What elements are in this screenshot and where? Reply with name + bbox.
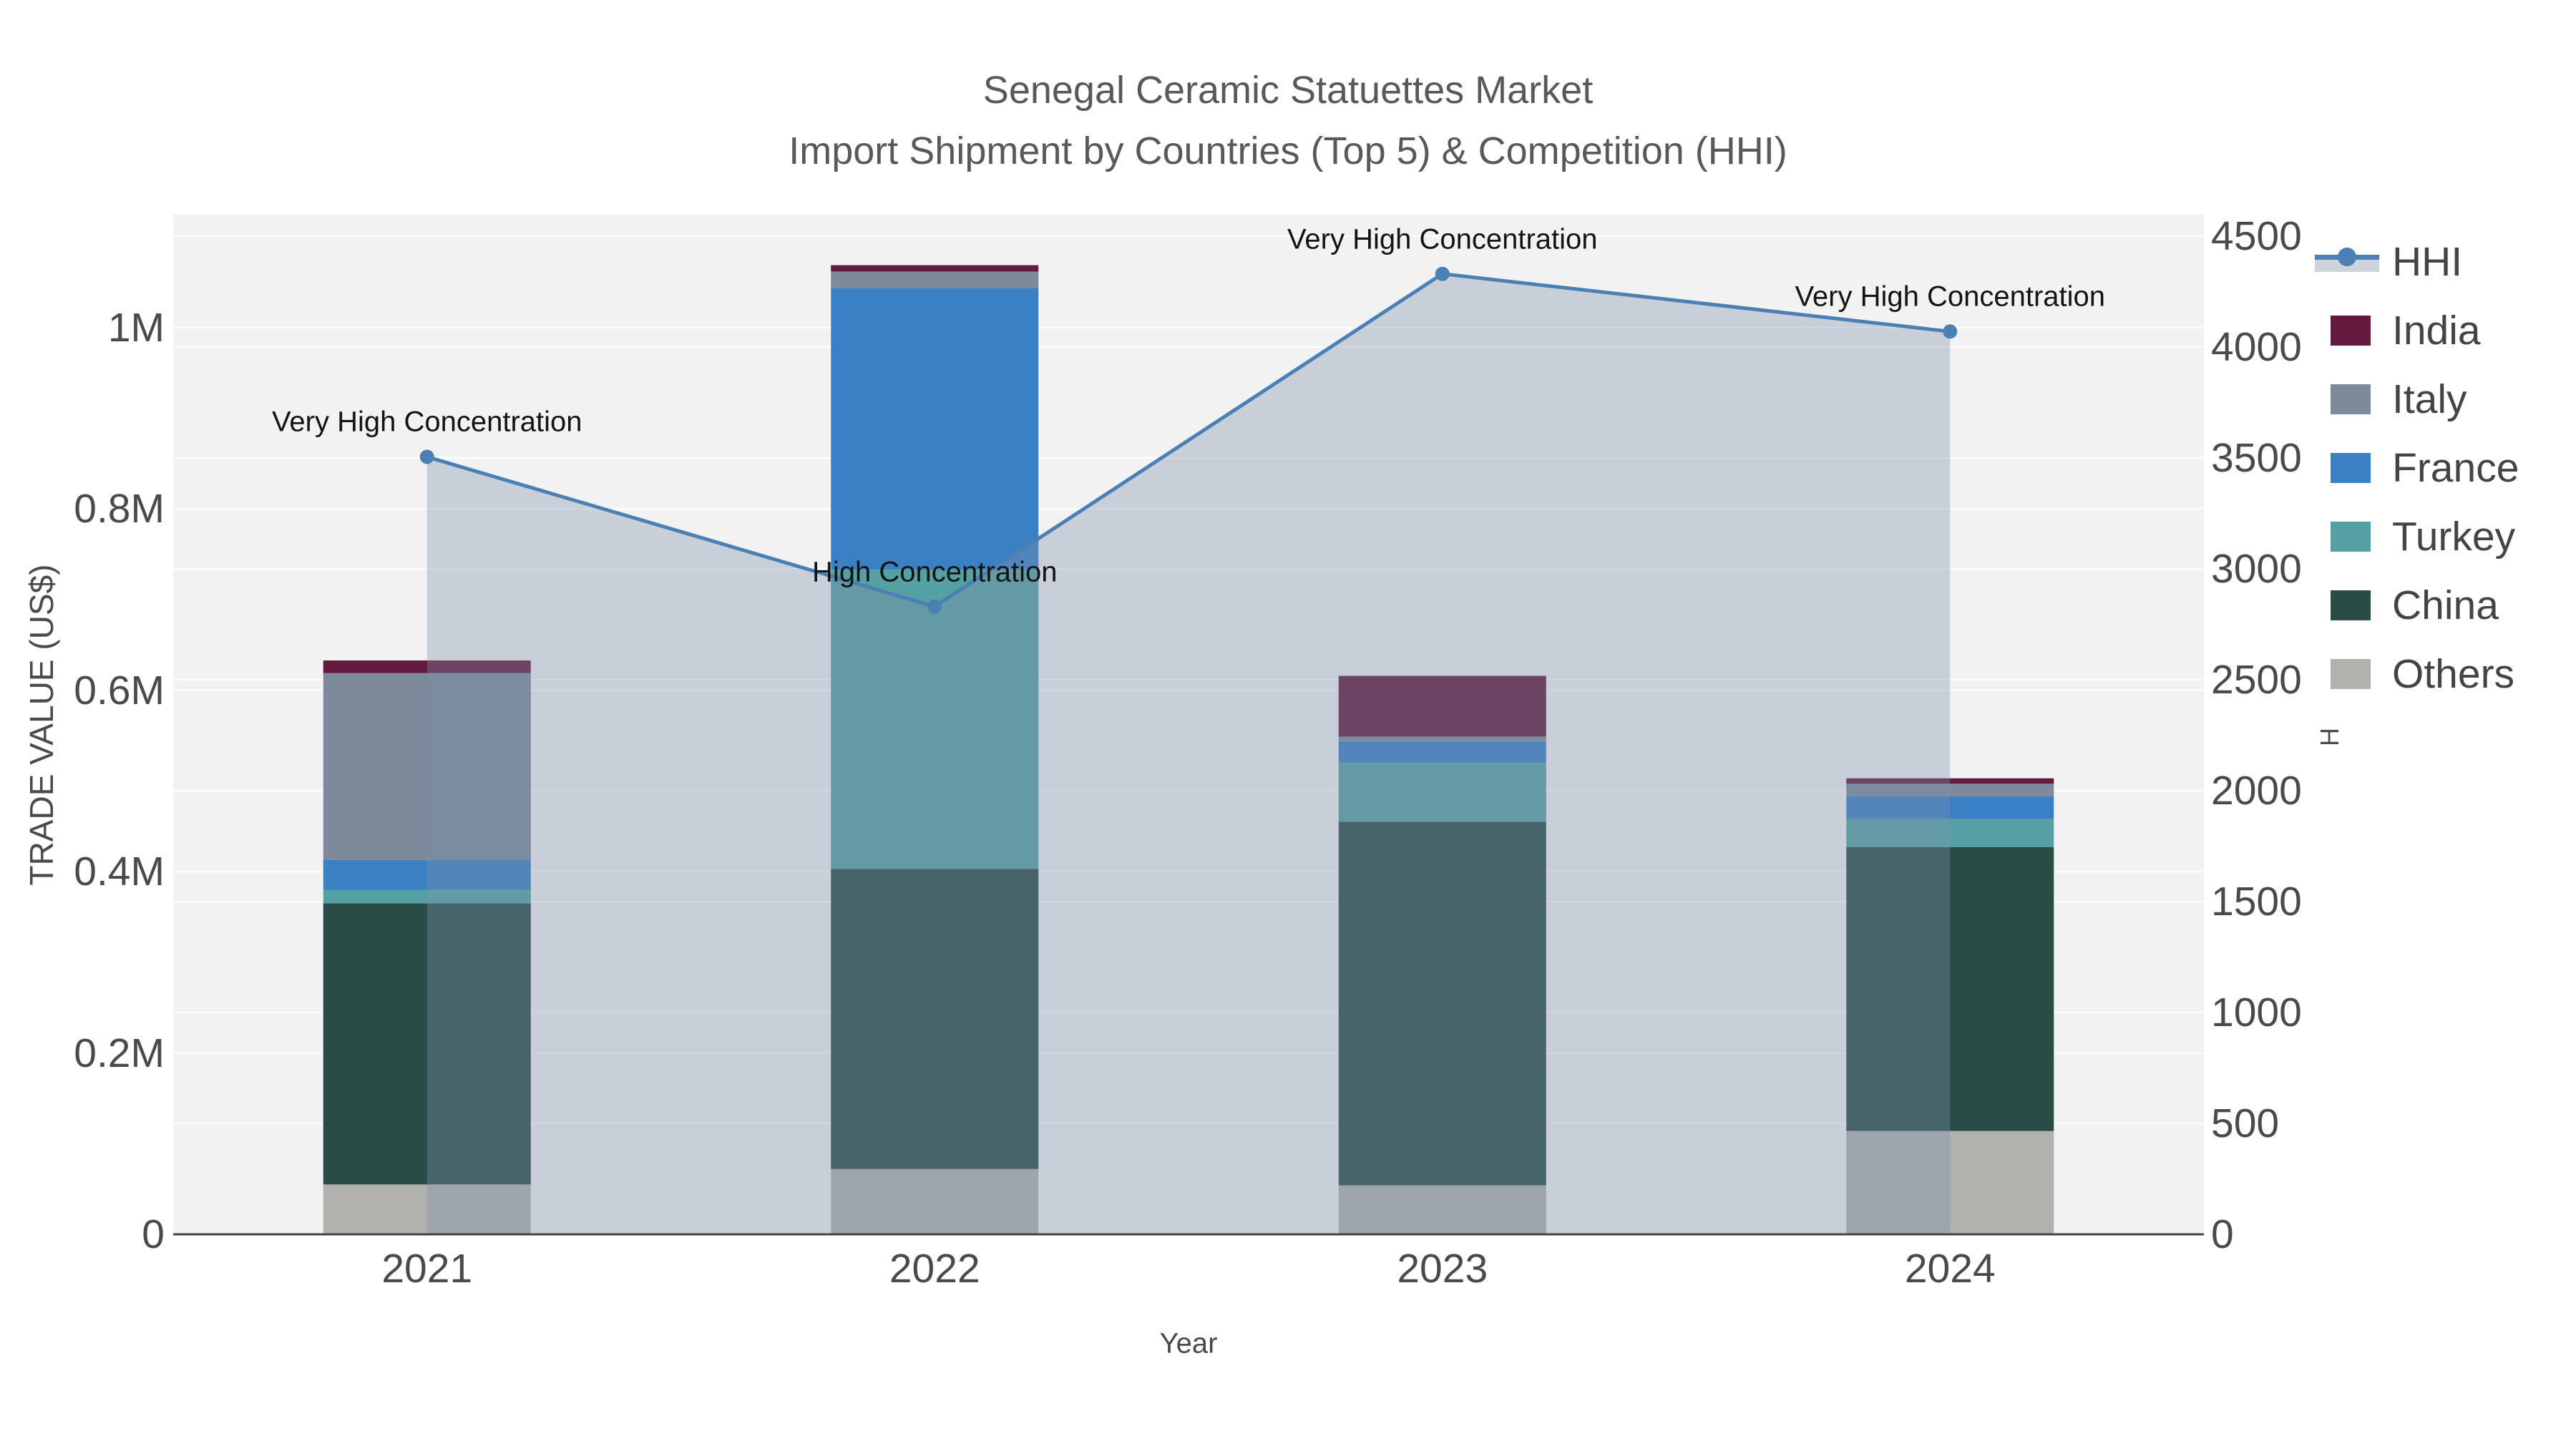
y-left-tick-0.8M: 0.8M bbox=[74, 486, 165, 532]
bar-segment-france-2022 bbox=[831, 288, 1039, 570]
bar-segment-turkey-2023 bbox=[1338, 763, 1546, 822]
legend-item-others[interactable]: Others bbox=[2306, 640, 2576, 708]
bar-segment-china-2021 bbox=[323, 903, 531, 1185]
legend-label-hhi: HHI bbox=[2392, 239, 2463, 285]
legend-item-france[interactable]: France bbox=[2306, 434, 2576, 502]
y-right-tick-500: 500 bbox=[2211, 1101, 2280, 1146]
bar-segment-others-2024 bbox=[1846, 1131, 2054, 1234]
x-tick-2022: 2022 bbox=[889, 1246, 980, 1292]
y-right-tick-3000: 3000 bbox=[2211, 546, 2302, 592]
annotation-2022: High Concentration bbox=[812, 556, 1058, 588]
legend-item-india[interactable]: India bbox=[2306, 296, 2576, 365]
y-left-tick-0.4M: 0.4M bbox=[74, 849, 165, 895]
x-tick-2024: 2024 bbox=[1904, 1246, 1996, 1292]
x-tick-2023: 2023 bbox=[1397, 1246, 1488, 1292]
legend-label-france: France bbox=[2392, 445, 2519, 491]
bar-segment-india-2022 bbox=[831, 265, 1039, 272]
bars-group bbox=[323, 265, 2054, 1234]
legend: HHI India Italy France Turkey China Others bbox=[2306, 215, 2576, 728]
legend-label-turkey: Turkey bbox=[2392, 514, 2516, 560]
bar-segment-others-2023 bbox=[1338, 1185, 1546, 1234]
legend-swatch-france bbox=[2331, 453, 2371, 483]
bar-segment-turkey-2024 bbox=[1846, 819, 2054, 847]
hhi-marker-2022 bbox=[927, 599, 942, 614]
y-left-tick-0: 0 bbox=[142, 1211, 165, 1257]
bar-segment-china-2022 bbox=[831, 869, 1039, 1169]
legend-swatch-turkey bbox=[2331, 522, 2371, 552]
bar-segment-france-2021 bbox=[323, 859, 531, 890]
bar-segment-others-2022 bbox=[831, 1169, 1039, 1234]
bar-segment-india-2021 bbox=[323, 660, 531, 673]
annotation-2023: Very High Concentration bbox=[1287, 223, 1598, 255]
hhi-marker-sample bbox=[2338, 248, 2356, 266]
y-right-tick-1000: 1000 bbox=[2211, 990, 2302, 1035]
hhi-marker-2023 bbox=[1435, 266, 1450, 281]
bar-segment-turkey-2021 bbox=[323, 889, 531, 904]
y-axis-title-left: TRADE VALUE (US$) bbox=[23, 564, 60, 886]
legend-label-india: India bbox=[2392, 308, 2481, 353]
bar-segment-italy-2024 bbox=[1846, 784, 2054, 797]
bar-segment-india-2024 bbox=[1846, 778, 2054, 784]
bar-segment-france-2024 bbox=[1846, 796, 2054, 819]
chart-title: Senegal Ceramic Statuettes Market bbox=[982, 69, 1594, 112]
chart-subtitle: Import Shipment by Countries (Top 5) & C… bbox=[789, 130, 1787, 172]
hhi-line bbox=[426, 272, 1951, 609]
legend-item-china[interactable]: China bbox=[2306, 571, 2576, 640]
y-right-tick-2500: 2500 bbox=[2211, 657, 2302, 703]
x-tick-2021: 2021 bbox=[381, 1246, 473, 1292]
y-right-tick-3500: 3500 bbox=[2211, 435, 2302, 481]
legend-swatch-china bbox=[2331, 590, 2371, 620]
legend-item-hhi[interactable]: HHI bbox=[2306, 228, 2576, 296]
y-left-tick-0.6M: 0.6M bbox=[74, 667, 165, 713]
y-left-tick-0.2M: 0.2M bbox=[74, 1030, 165, 1076]
annotation-2024: Very High Concentration bbox=[1795, 280, 2106, 313]
y-right-tick-0: 0 bbox=[2211, 1211, 2234, 1257]
hhi-marker-2021 bbox=[419, 449, 434, 464]
y-left-tick-1M: 1M bbox=[107, 305, 165, 351]
hhi-marker-2024 bbox=[1943, 324, 1958, 339]
bar-segment-china-2024 bbox=[1846, 847, 2054, 1131]
bar-segment-india-2023 bbox=[1338, 675, 1546, 737]
y-right-tick-4000: 4000 bbox=[2211, 324, 2302, 370]
bar-segment-france-2023 bbox=[1338, 741, 1546, 763]
y-right-tick-4500: 4500 bbox=[2211, 213, 2302, 259]
bar-segment-italy-2022 bbox=[831, 271, 1039, 288]
legend-label-china: China bbox=[2392, 582, 2499, 628]
legend-item-italy[interactable]: Italy bbox=[2306, 365, 2576, 434]
bar-segment-others-2021 bbox=[323, 1184, 531, 1234]
y-right-tick-1500: 1500 bbox=[2211, 879, 2302, 924]
legend-item-turkey[interactable]: Turkey bbox=[2306, 502, 2576, 571]
hhi-line-icon bbox=[2315, 248, 2379, 276]
bar-segment-turkey-2022 bbox=[831, 570, 1039, 869]
bar-segment-italy-2023 bbox=[1338, 736, 1546, 741]
legend-swatch-italy bbox=[2331, 384, 2371, 414]
legend-label-others: Others bbox=[2392, 651, 2515, 697]
bar-segment-italy-2021 bbox=[323, 673, 531, 860]
annotation-2021: Very High Concentration bbox=[271, 406, 582, 438]
hhi-area-fill bbox=[426, 273, 1951, 1235]
x-axis-title: Year bbox=[1159, 1327, 1218, 1360]
legend-swatch-india bbox=[2331, 316, 2371, 346]
bar-segment-china-2023 bbox=[1338, 821, 1546, 1186]
legend-swatch-others bbox=[2331, 659, 2371, 689]
y-right-tick-2000: 2000 bbox=[2211, 768, 2302, 814]
legend-label-italy: Italy bbox=[2392, 376, 2467, 422]
